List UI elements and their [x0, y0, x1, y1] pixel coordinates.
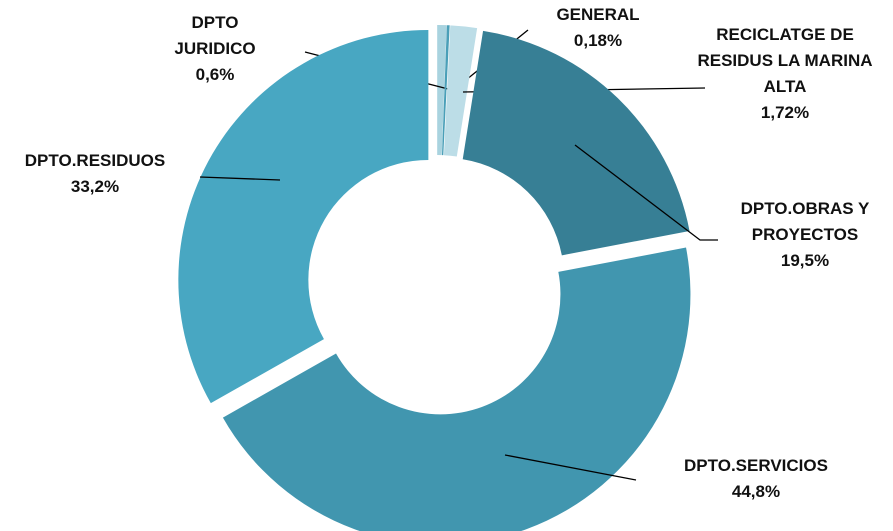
data-label: DPTO.RESIDUOS 33,2% [0, 148, 190, 200]
category-name: GENERAL [556, 5, 640, 24]
data-label: DPTO JURIDICO 0,6% [150, 10, 280, 88]
slice [178, 29, 429, 404]
value-label: 19,5% [780, 251, 830, 270]
leader-line [504, 454, 637, 481]
leader-line [199, 176, 281, 181]
data-label: DPTO.OBRAS Y PROYECTOS 19,5% [720, 196, 890, 274]
slice [441, 25, 450, 156]
value-label: 0,6% [195, 65, 235, 84]
data-label: DPTO.SERVICIOS 44,8% [656, 453, 856, 505]
data-label: GENERAL 0,18% [538, 2, 658, 54]
value-label: 0,18% [573, 31, 623, 50]
value-label: 1,72% [760, 103, 810, 122]
leader-line [574, 144, 718, 241]
category-name: DPTO.SERVICIOS [684, 456, 828, 475]
category-name: DPTO.OBRAS Y PROYECTOS [740, 199, 870, 244]
value-label: 44,8% [731, 482, 781, 501]
data-label: RECICLATGE DE RESIDUS LA MARINA ALTA 1,72… [690, 22, 880, 126]
slice [462, 30, 690, 256]
slice [222, 247, 691, 531]
slice [437, 25, 447, 156]
category-name: DPTO.RESIDUOS [24, 151, 166, 170]
value-label: 33,2% [70, 177, 120, 196]
slice [443, 25, 478, 157]
category-name: RECICLATGE DE RESIDUS LA MARINA ALTA [697, 25, 873, 96]
category-name: DPTO JURIDICO [174, 13, 256, 58]
